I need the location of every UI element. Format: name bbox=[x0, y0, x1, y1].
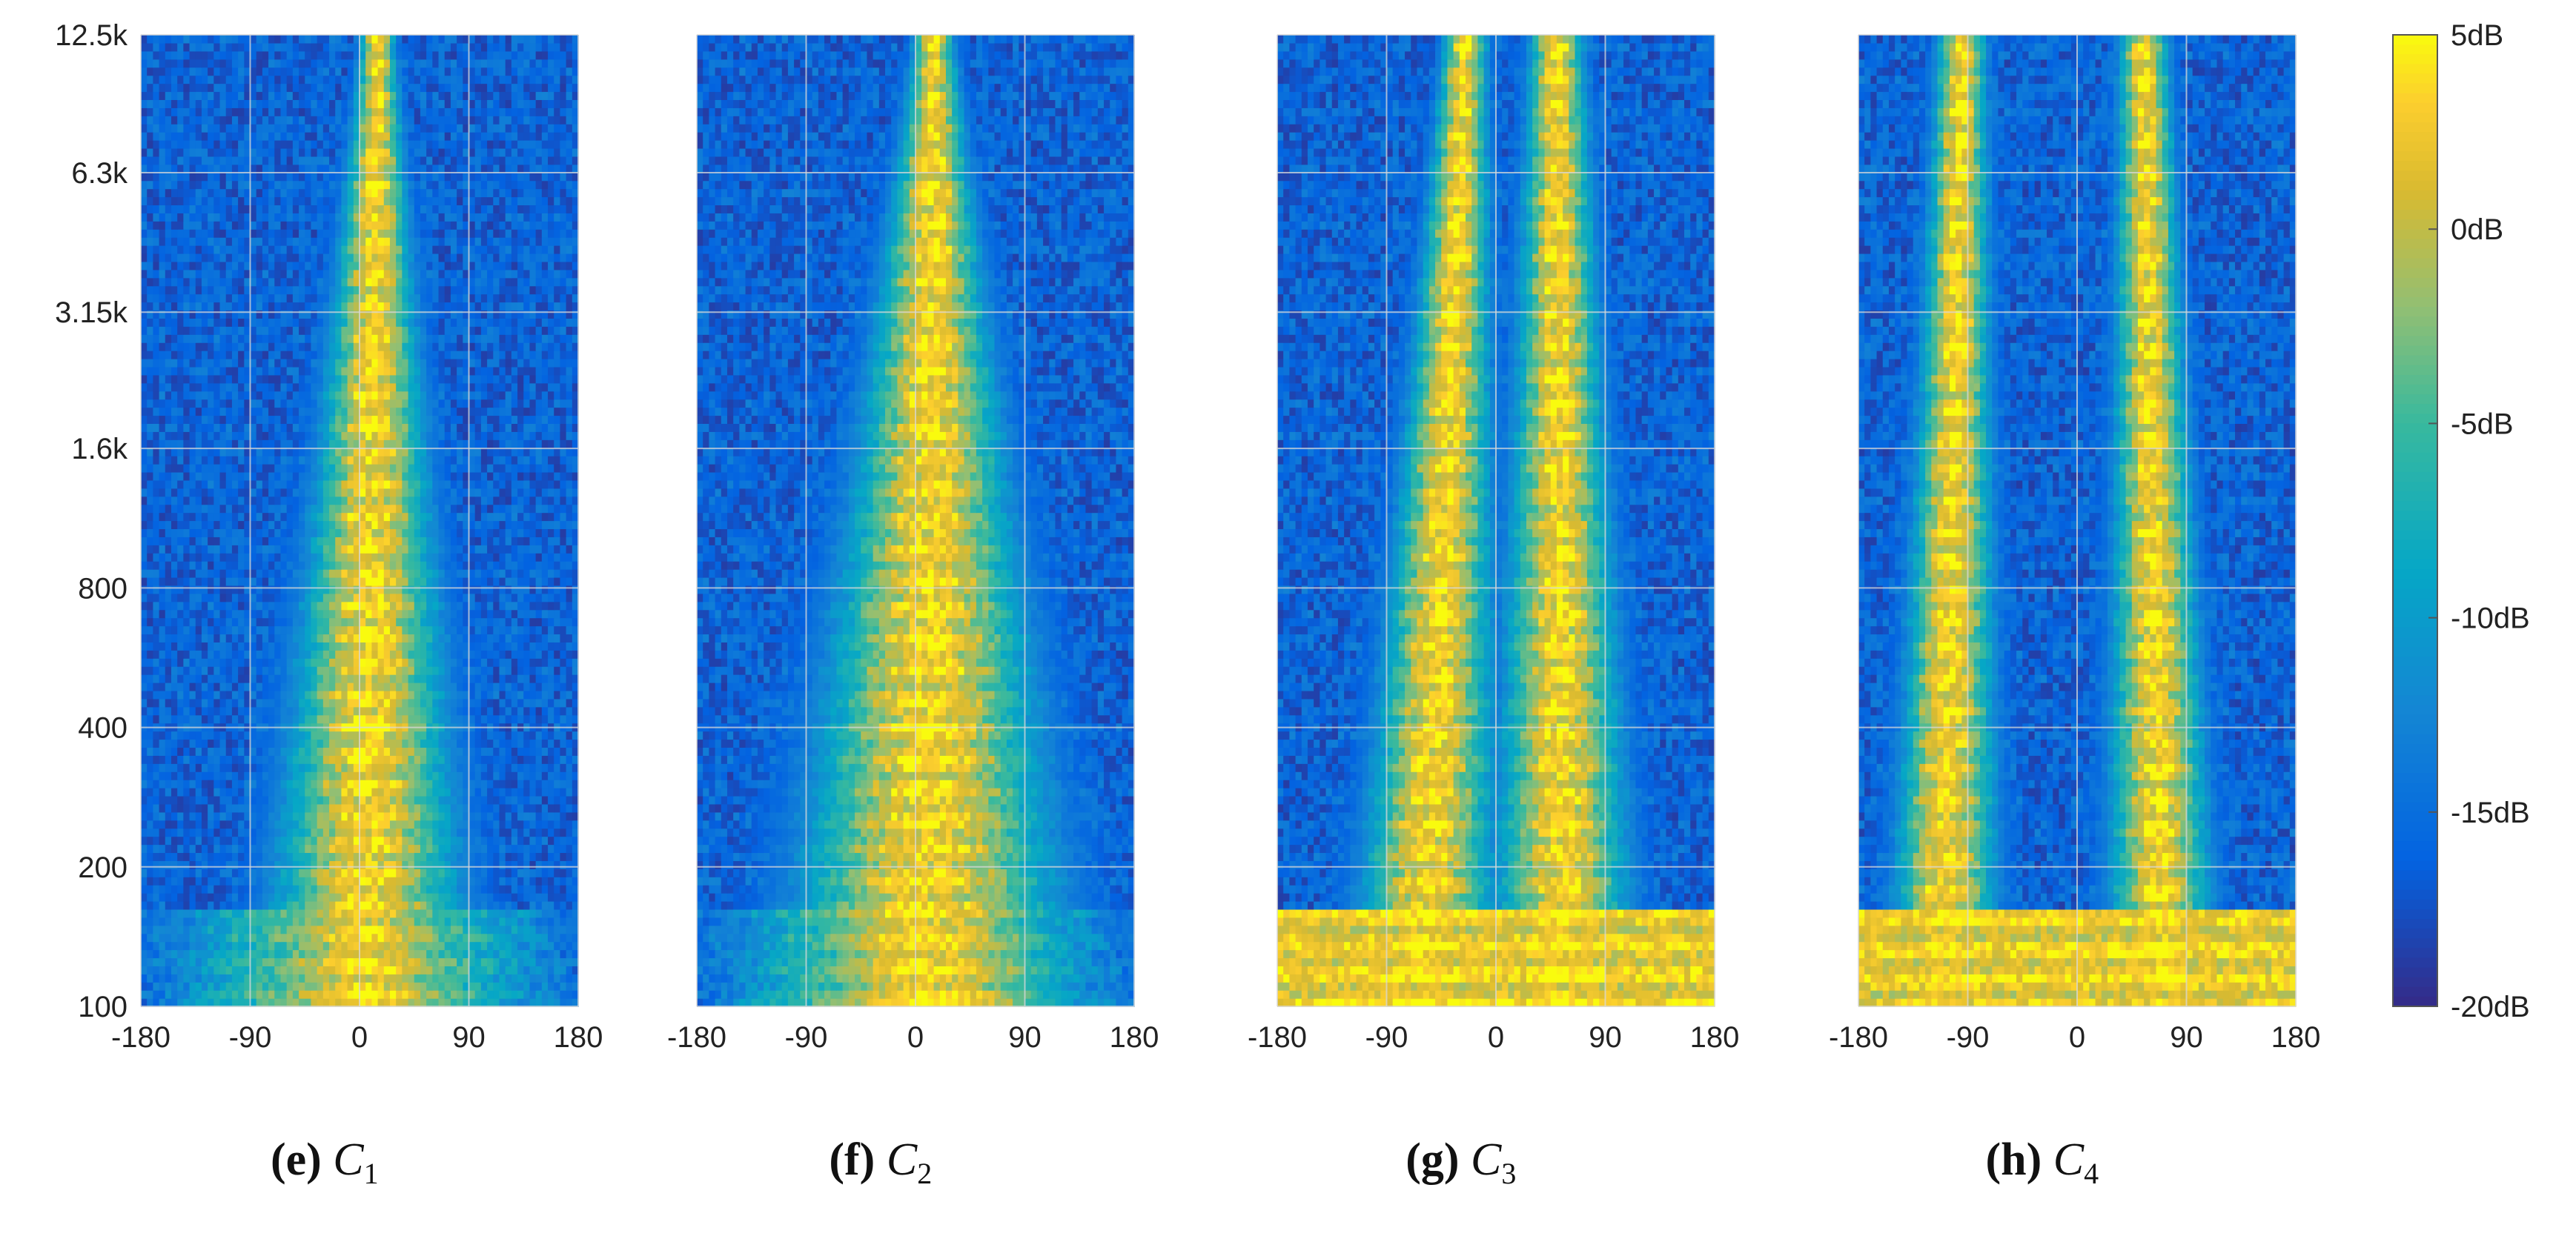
y-tick-label: 100 bbox=[78, 991, 128, 1023]
x-tick-label: 180 bbox=[1690, 1021, 1740, 1054]
x-tick-label: -90 bbox=[1947, 1021, 1990, 1054]
x-tick-label: 0 bbox=[2069, 1021, 2085, 1054]
x-tick-label: -90 bbox=[785, 1021, 828, 1054]
y-tick-label: 400 bbox=[78, 712, 128, 745]
colorbar-tick-label: -15dB bbox=[2451, 797, 2530, 829]
x-tick-label: 180 bbox=[554, 1021, 603, 1054]
colorbar: 5dB 0dB -5dB -10dB -15dB -20dB bbox=[2393, 19, 2530, 1023]
y-tick-label: 3.15k bbox=[55, 296, 128, 329]
y-tick-label: 12.5k bbox=[55, 19, 128, 52]
colorbar-tick-label: -20dB bbox=[2451, 991, 2530, 1023]
x-tick-label: 90 bbox=[1589, 1021, 1622, 1054]
panel-caption: (e) C1 bbox=[271, 1135, 379, 1190]
x-tick-label: 90 bbox=[2170, 1021, 2203, 1054]
x-tick-label: -180 bbox=[1829, 1021, 1888, 1054]
x-tick-label: 90 bbox=[452, 1021, 486, 1054]
x-tick-label: -90 bbox=[1365, 1021, 1408, 1054]
colorbar-tick-label: -10dB bbox=[2451, 602, 2530, 635]
y-tick-label: 800 bbox=[78, 572, 128, 605]
panel-caption: (f) C2 bbox=[829, 1135, 932, 1190]
colorbar-tick-label: 5dB bbox=[2451, 19, 2503, 52]
x-tick-label: -90 bbox=[229, 1021, 272, 1054]
colorbar-tick-label: 0dB bbox=[2451, 213, 2503, 246]
x-tick-label: -180 bbox=[1248, 1021, 1307, 1054]
x-tick-label: 0 bbox=[907, 1021, 924, 1054]
x-tick-label: 180 bbox=[2271, 1021, 2321, 1054]
y-tick-label: 200 bbox=[78, 851, 128, 884]
x-tick-label: 0 bbox=[351, 1021, 368, 1054]
x-tick-label: -180 bbox=[111, 1021, 170, 1054]
x-tick-label: 180 bbox=[1110, 1021, 1159, 1054]
x-tick-label: 90 bbox=[1008, 1021, 1042, 1054]
panel-caption: (g) C3 bbox=[1405, 1135, 1516, 1190]
x-tick-label: -180 bbox=[667, 1021, 726, 1054]
y-tick-label: 1.6k bbox=[71, 433, 128, 465]
panel-caption: (h) C4 bbox=[1985, 1135, 2099, 1190]
x-tick-label: 0 bbox=[1488, 1021, 1504, 1054]
y-tick-label: 6.3k bbox=[71, 157, 128, 190]
colorbar-tick-label: -5dB bbox=[2451, 408, 2514, 440]
